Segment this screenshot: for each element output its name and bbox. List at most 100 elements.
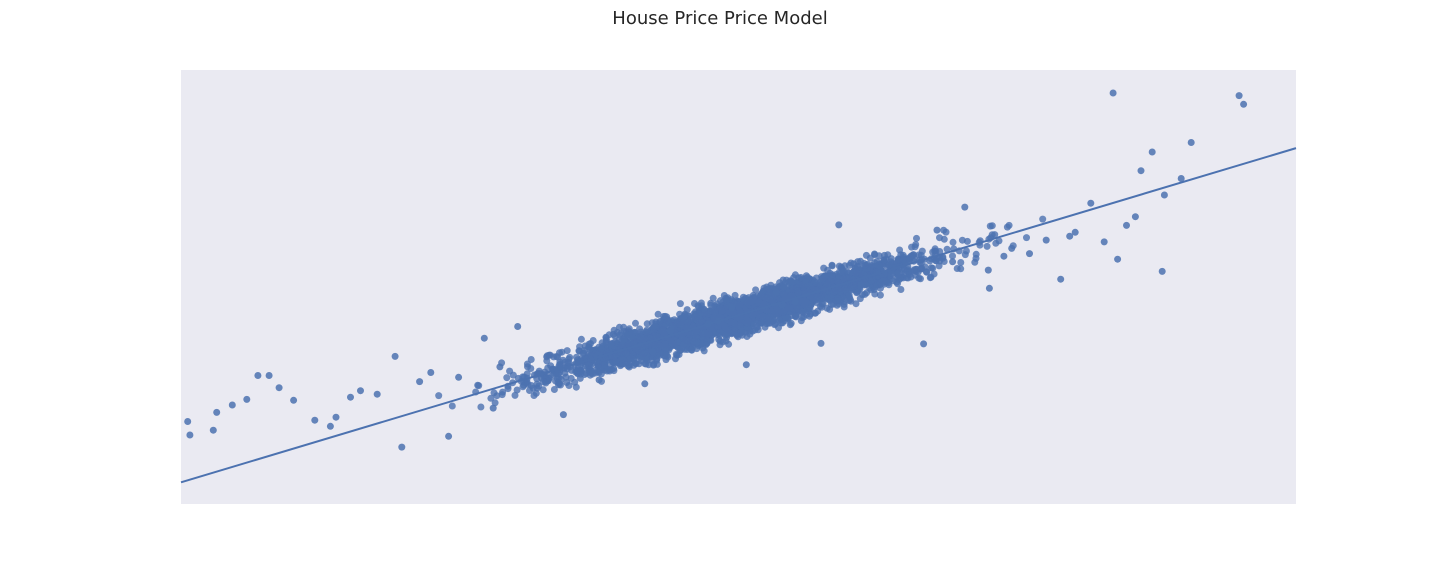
cloud-point: [668, 339, 676, 347]
data-point: [1148, 148, 1156, 156]
cloud-point: [749, 311, 757, 319]
cloud-point: [963, 237, 971, 245]
cloud-point: [523, 370, 531, 378]
data-point: [835, 221, 843, 229]
cloud-point: [1023, 234, 1030, 242]
cloud-point: [487, 394, 495, 402]
data-point: [1109, 89, 1117, 97]
cloud-point: [624, 331, 631, 339]
data-point: [1008, 244, 1016, 252]
data-point: [243, 395, 251, 403]
data-point: [728, 304, 736, 312]
cloud-point: [862, 251, 870, 259]
cloud-point: [632, 319, 639, 327]
cloud-point: [651, 323, 659, 331]
data-point: [857, 281, 865, 289]
data-point: [1137, 167, 1145, 175]
cloud-point: [493, 392, 501, 400]
cloud-point: [674, 338, 681, 346]
data-point: [186, 431, 194, 439]
data-point: [1160, 191, 1168, 199]
cloud-point: [786, 321, 794, 329]
cloud-point: [561, 369, 569, 377]
cloud-point: [957, 259, 965, 266]
data-point: [1114, 255, 1122, 263]
cloud-point: [915, 274, 923, 282]
cloud-point: [722, 337, 730, 345]
cloud-point: [657, 342, 664, 350]
cloud-point: [983, 242, 991, 250]
data-points: [184, 89, 1248, 451]
cloud-point: [700, 347, 708, 355]
cloud-point: [961, 251, 969, 259]
cloud-point: [888, 270, 896, 277]
data-point: [797, 274, 805, 281]
data-point: [817, 339, 825, 347]
cloud-point: [818, 295, 825, 303]
cloud-point: [503, 374, 511, 382]
cloud-point: [672, 350, 680, 358]
cloud-point: [654, 310, 662, 318]
cloud-point: [878, 262, 886, 270]
cloud-point: [882, 255, 890, 263]
data-point: [871, 250, 878, 258]
cloud-point: [826, 272, 834, 280]
cloud-point: [766, 295, 774, 303]
cloud-point: [743, 319, 751, 327]
cloud-point: [773, 306, 781, 314]
cloud-point: [513, 386, 521, 394]
data-point: [489, 404, 497, 412]
cloud-point: [876, 279, 884, 287]
cloud-point: [840, 303, 848, 311]
data-point: [1042, 236, 1050, 244]
cloud-point: [656, 317, 664, 325]
data-point: [620, 336, 628, 343]
cloud-point: [565, 382, 573, 389]
data-point: [326, 422, 334, 430]
cloud-point: [559, 356, 567, 364]
cloud-point: [900, 255, 908, 263]
cloud-point: [884, 279, 892, 287]
cloud-point: [784, 314, 792, 322]
cloud-point: [563, 347, 571, 355]
cloud-point: [856, 295, 864, 303]
cloud-point: [760, 300, 768, 308]
cloud-point: [554, 370, 562, 378]
cloud-point: [550, 386, 558, 393]
cloud-point: [897, 286, 905, 293]
cloud-point: [701, 329, 709, 337]
cloud-point: [780, 291, 788, 299]
cloud-point: [730, 319, 738, 327]
cloud-point: [893, 278, 901, 286]
cloud-point: [908, 252, 916, 260]
cloud-point: [651, 341, 659, 349]
cloud-point: [936, 234, 943, 242]
cloud-point: [660, 330, 668, 338]
cloud-point: [972, 250, 980, 258]
cloud-point: [823, 280, 831, 288]
cloud-point: [930, 270, 938, 278]
data-point: [445, 432, 453, 440]
data-point: [1235, 92, 1243, 100]
cloud-point: [1039, 215, 1047, 223]
cloud-point: [992, 239, 1000, 247]
cloud-point: [795, 280, 803, 288]
cloud-point: [736, 307, 744, 315]
cloud-point: [788, 292, 795, 300]
cloud-point: [791, 271, 799, 279]
data-point: [1177, 175, 1185, 182]
cloud-point: [717, 297, 724, 305]
cloud-point: [895, 256, 903, 264]
cloud-point: [653, 355, 661, 363]
cloud-point: [475, 382, 483, 390]
cloud-point: [907, 273, 915, 281]
cloud-point: [861, 262, 869, 269]
data-point: [1240, 100, 1248, 108]
cloud-point: [801, 301, 809, 309]
data-point: [546, 351, 554, 359]
data-point: [373, 390, 381, 398]
cloud-point: [830, 288, 838, 296]
data-point: [332, 413, 340, 421]
data-point: [290, 396, 298, 404]
cloud-point: [805, 282, 813, 290]
